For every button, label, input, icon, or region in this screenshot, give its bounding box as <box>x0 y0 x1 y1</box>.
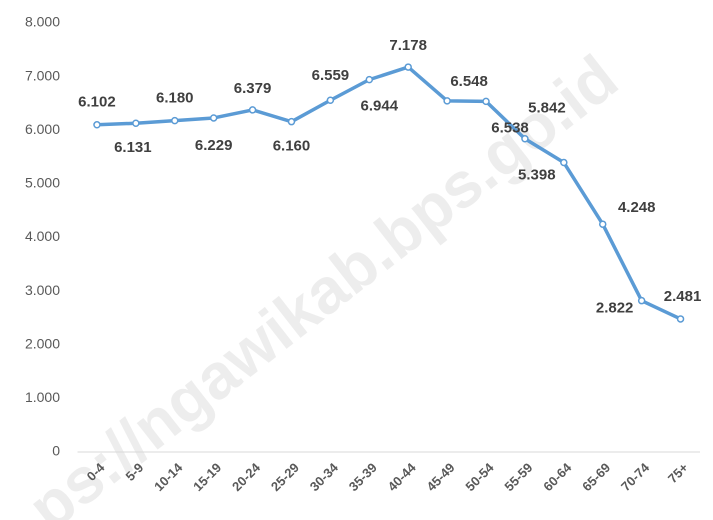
marker <box>443 97 451 105</box>
data-label: 5.842 <box>528 100 566 117</box>
y-tick-label: 5.000 <box>25 175 60 191</box>
data-label: 6.538 <box>491 119 529 136</box>
marker <box>287 117 296 126</box>
marker <box>93 121 101 129</box>
data-label: 6.559 <box>312 67 350 84</box>
marker <box>482 97 490 106</box>
data-label: 6.180 <box>156 90 194 107</box>
marker <box>404 63 412 71</box>
x-tick-label: 60-64 <box>540 459 575 494</box>
y-tick-label: 0 <box>52 443 60 459</box>
x-tick-label: 20-24 <box>229 459 264 494</box>
marker <box>676 315 685 323</box>
marker <box>365 75 374 84</box>
x-tick-label: 15-19 <box>190 460 224 494</box>
y-tick-label: 8.000 <box>25 14 60 30</box>
x-tick-label: 75+ <box>665 460 691 486</box>
marker <box>521 134 529 143</box>
data-label: 6.102 <box>78 94 116 111</box>
marker <box>171 116 179 125</box>
y-tick-label: 3.000 <box>25 282 60 298</box>
data-label: 6.160 <box>273 138 311 155</box>
data-label: 6.229 <box>195 137 233 154</box>
marker <box>598 220 607 228</box>
data-label: 6.548 <box>450 73 488 90</box>
line <box>96 65 682 321</box>
data-label: 2.822 <box>596 300 634 317</box>
data-label: 4.248 <box>618 199 656 216</box>
data-label: 6.944 <box>361 98 399 115</box>
x-tick-label: 25-29 <box>268 460 302 494</box>
x-tick-label: 70-74 <box>618 459 653 494</box>
y-tick-label: 4.000 <box>25 228 60 244</box>
y-tick-label: 6.000 <box>25 121 60 137</box>
marker <box>637 296 646 305</box>
y-tick-label: 1.000 <box>25 389 60 405</box>
x-tick-label: 55-59 <box>501 460 535 494</box>
x-tick-label: 50-54 <box>462 459 497 494</box>
data-label: 5.398 <box>518 167 556 184</box>
marker <box>560 158 568 167</box>
x-tick-label: 40-44 <box>385 459 420 494</box>
marker <box>132 119 140 127</box>
marker <box>248 106 257 114</box>
x-tick-label: 65-69 <box>579 460 613 494</box>
data-label: 7.178 <box>389 37 427 54</box>
marker <box>326 96 335 105</box>
data-label: 6.379 <box>234 80 272 97</box>
x-tick-label: 30-34 <box>307 459 342 494</box>
data-label: 2.481 <box>664 288 702 305</box>
y-tick-label: 2.000 <box>25 335 60 351</box>
marker <box>209 114 218 122</box>
x-tick-label: 35-39 <box>346 460 380 494</box>
data-label: 6.131 <box>114 139 152 156</box>
x-tick-label: 45-49 <box>424 460 458 494</box>
y-tick-label: 7.000 <box>25 67 60 83</box>
